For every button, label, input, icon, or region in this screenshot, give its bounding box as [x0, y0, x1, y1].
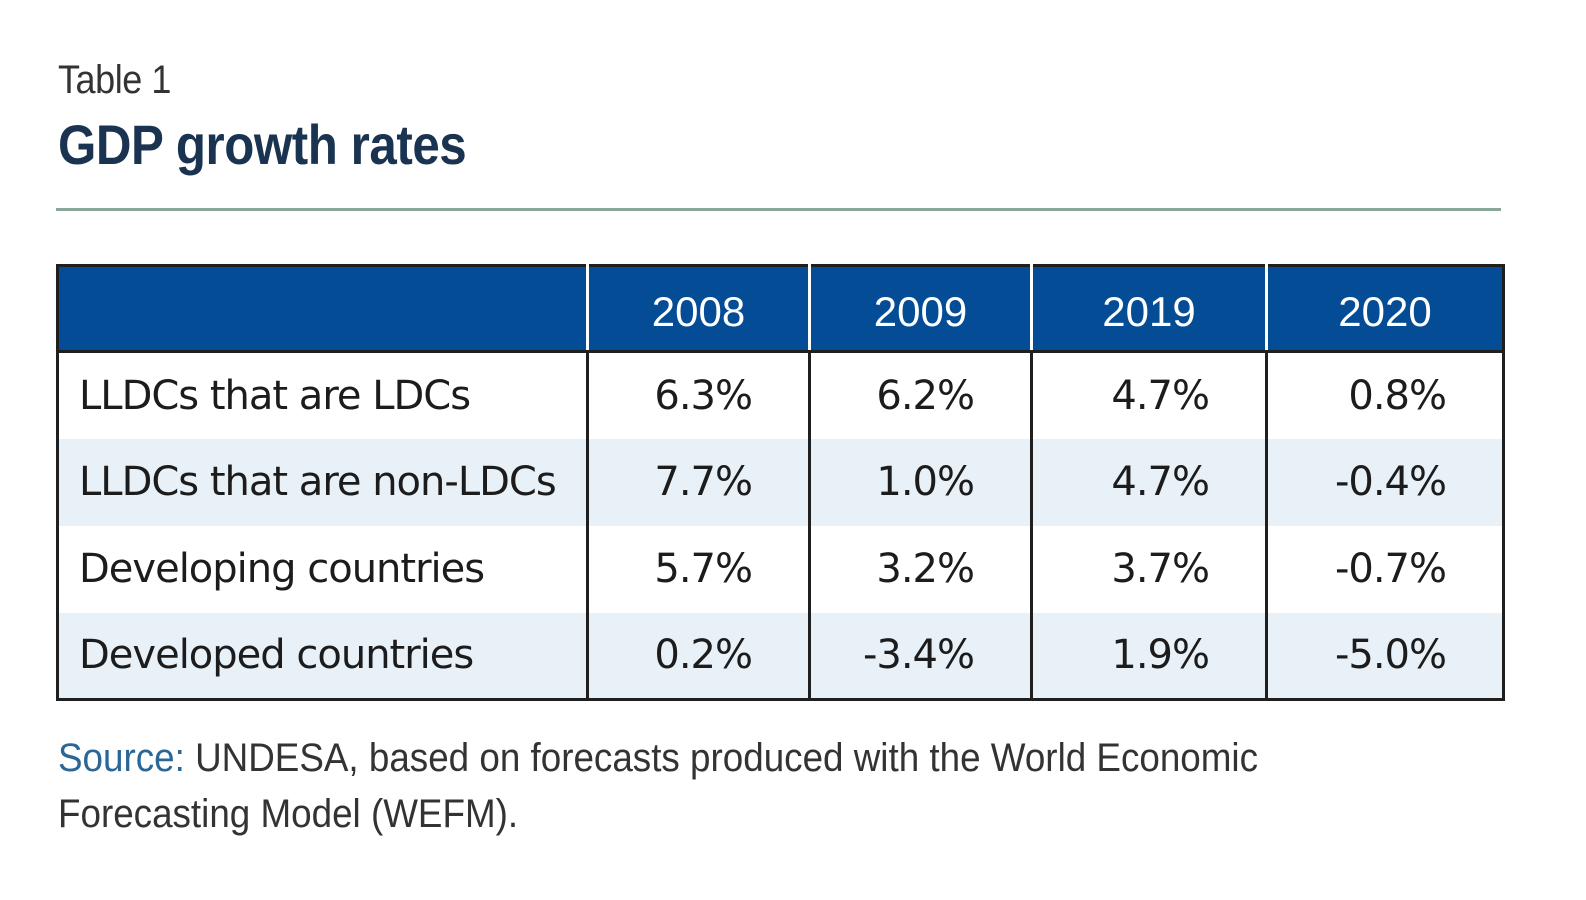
cell-value: 3.7%	[1030, 525, 1267, 613]
cell-value: -5.0%	[1265, 612, 1504, 700]
title-divider	[56, 208, 1501, 211]
row-label: Developed countries	[79, 632, 474, 679]
source-label: Source:	[58, 736, 185, 780]
cell-value: 4.7%	[1030, 351, 1267, 439]
cell-value: 5.7%	[586, 525, 810, 613]
cell-value: 0.2%	[586, 612, 810, 700]
column-header-2019: 2019	[1030, 265, 1267, 353]
cell-value: 1.0%	[808, 438, 1032, 526]
column-header-2009: 2009	[808, 265, 1032, 353]
column-header-2020: 2020	[1265, 265, 1504, 353]
row-label: Developing countries	[79, 546, 485, 592]
row-label: LLDCs that are LDCs	[79, 372, 471, 419]
cell-value: 1.9%	[1030, 612, 1267, 700]
table-row: Developing countries 5.7% 3.2% 3.7% -0.7…	[58, 525, 1504, 613]
cell-value: 3.2%	[808, 525, 1032, 613]
cell-value: 6.3%	[586, 351, 810, 439]
row-label: LLDCs that are non-LDCs	[79, 459, 557, 505]
table-header-row: 2008 2009 2019 2020	[57, 265, 1504, 353]
cell-value: -3.4%	[808, 612, 1032, 700]
column-header-empty	[57, 265, 588, 353]
cell-value: 4.7%	[1030, 438, 1267, 526]
source-note: Source: UNDESA, based on forecasts produ…	[58, 730, 1383, 842]
cell-value: 7.7%	[586, 438, 810, 526]
table-number: Table 1	[58, 58, 171, 102]
gdp-growth-table: 2008 2009 2019 2020 LLDCs that are LDCs …	[56, 264, 1505, 701]
cell-value: -0.7%	[1265, 525, 1504, 613]
cell-value: -0.4%	[1265, 438, 1504, 526]
table-row: LLDCs that are non-LDCs 7.7% 1.0% 4.7% -…	[57, 438, 1504, 526]
source-text: UNDESA, based on forecasts produced with…	[58, 736, 1259, 836]
table-title: GDP growth rates	[58, 113, 467, 176]
cell-value: 0.8%	[1265, 351, 1504, 439]
cell-value: 6.2%	[808, 351, 1032, 439]
column-header-2008: 2008	[586, 265, 810, 353]
table-row: LLDCs that are LDCs 6.3% 6.2% 4.7% 0.8%	[58, 351, 1504, 439]
table-row: Developed countries 0.2% -3.4% 1.9% -5.0…	[57, 612, 1504, 700]
